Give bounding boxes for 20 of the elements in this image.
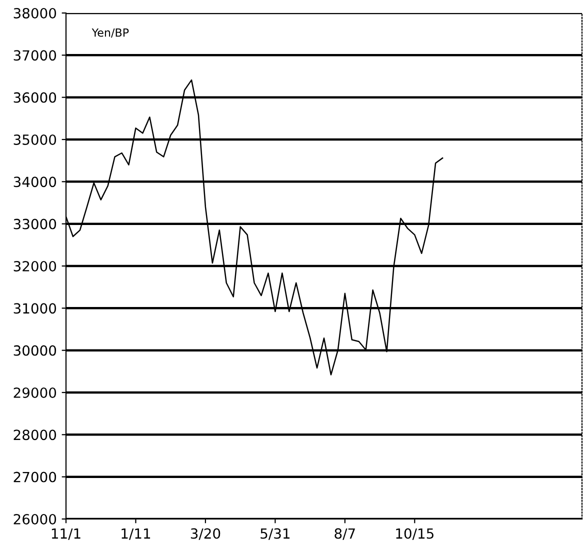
y-tick-label: 31000 [14,303,56,314]
x-tick-label: 5/31 [260,528,290,540]
y-tick-label: 35000 [14,134,56,145]
y-tick-label: 34000 [14,176,56,188]
y-tick-label: 37000 [14,50,56,61]
y-tick-label: 28000 [14,430,56,440]
x-tick-label: 1/11 [122,528,150,540]
y-tick-label: 27000 [14,472,56,482]
y-tick-label: 38000 [14,8,56,18]
y-tick-label: 32000 [14,260,56,272]
y-tick-label: 29000 [14,387,56,398]
y-tick-label: 33000 [14,218,56,230]
y-tick-label: 36000 [14,92,56,103]
x-tick-label: 10/15 [396,528,434,540]
text: Yen/BP [92,28,129,38]
x-tick-label: 3/20 [190,528,220,540]
x-tick-label: 8/7 [334,528,355,540]
x-tick-label: 11/1 [52,528,80,540]
y-tick-label: 26000 [14,514,56,524]
y-tick-label: 30000 [14,345,56,356]
